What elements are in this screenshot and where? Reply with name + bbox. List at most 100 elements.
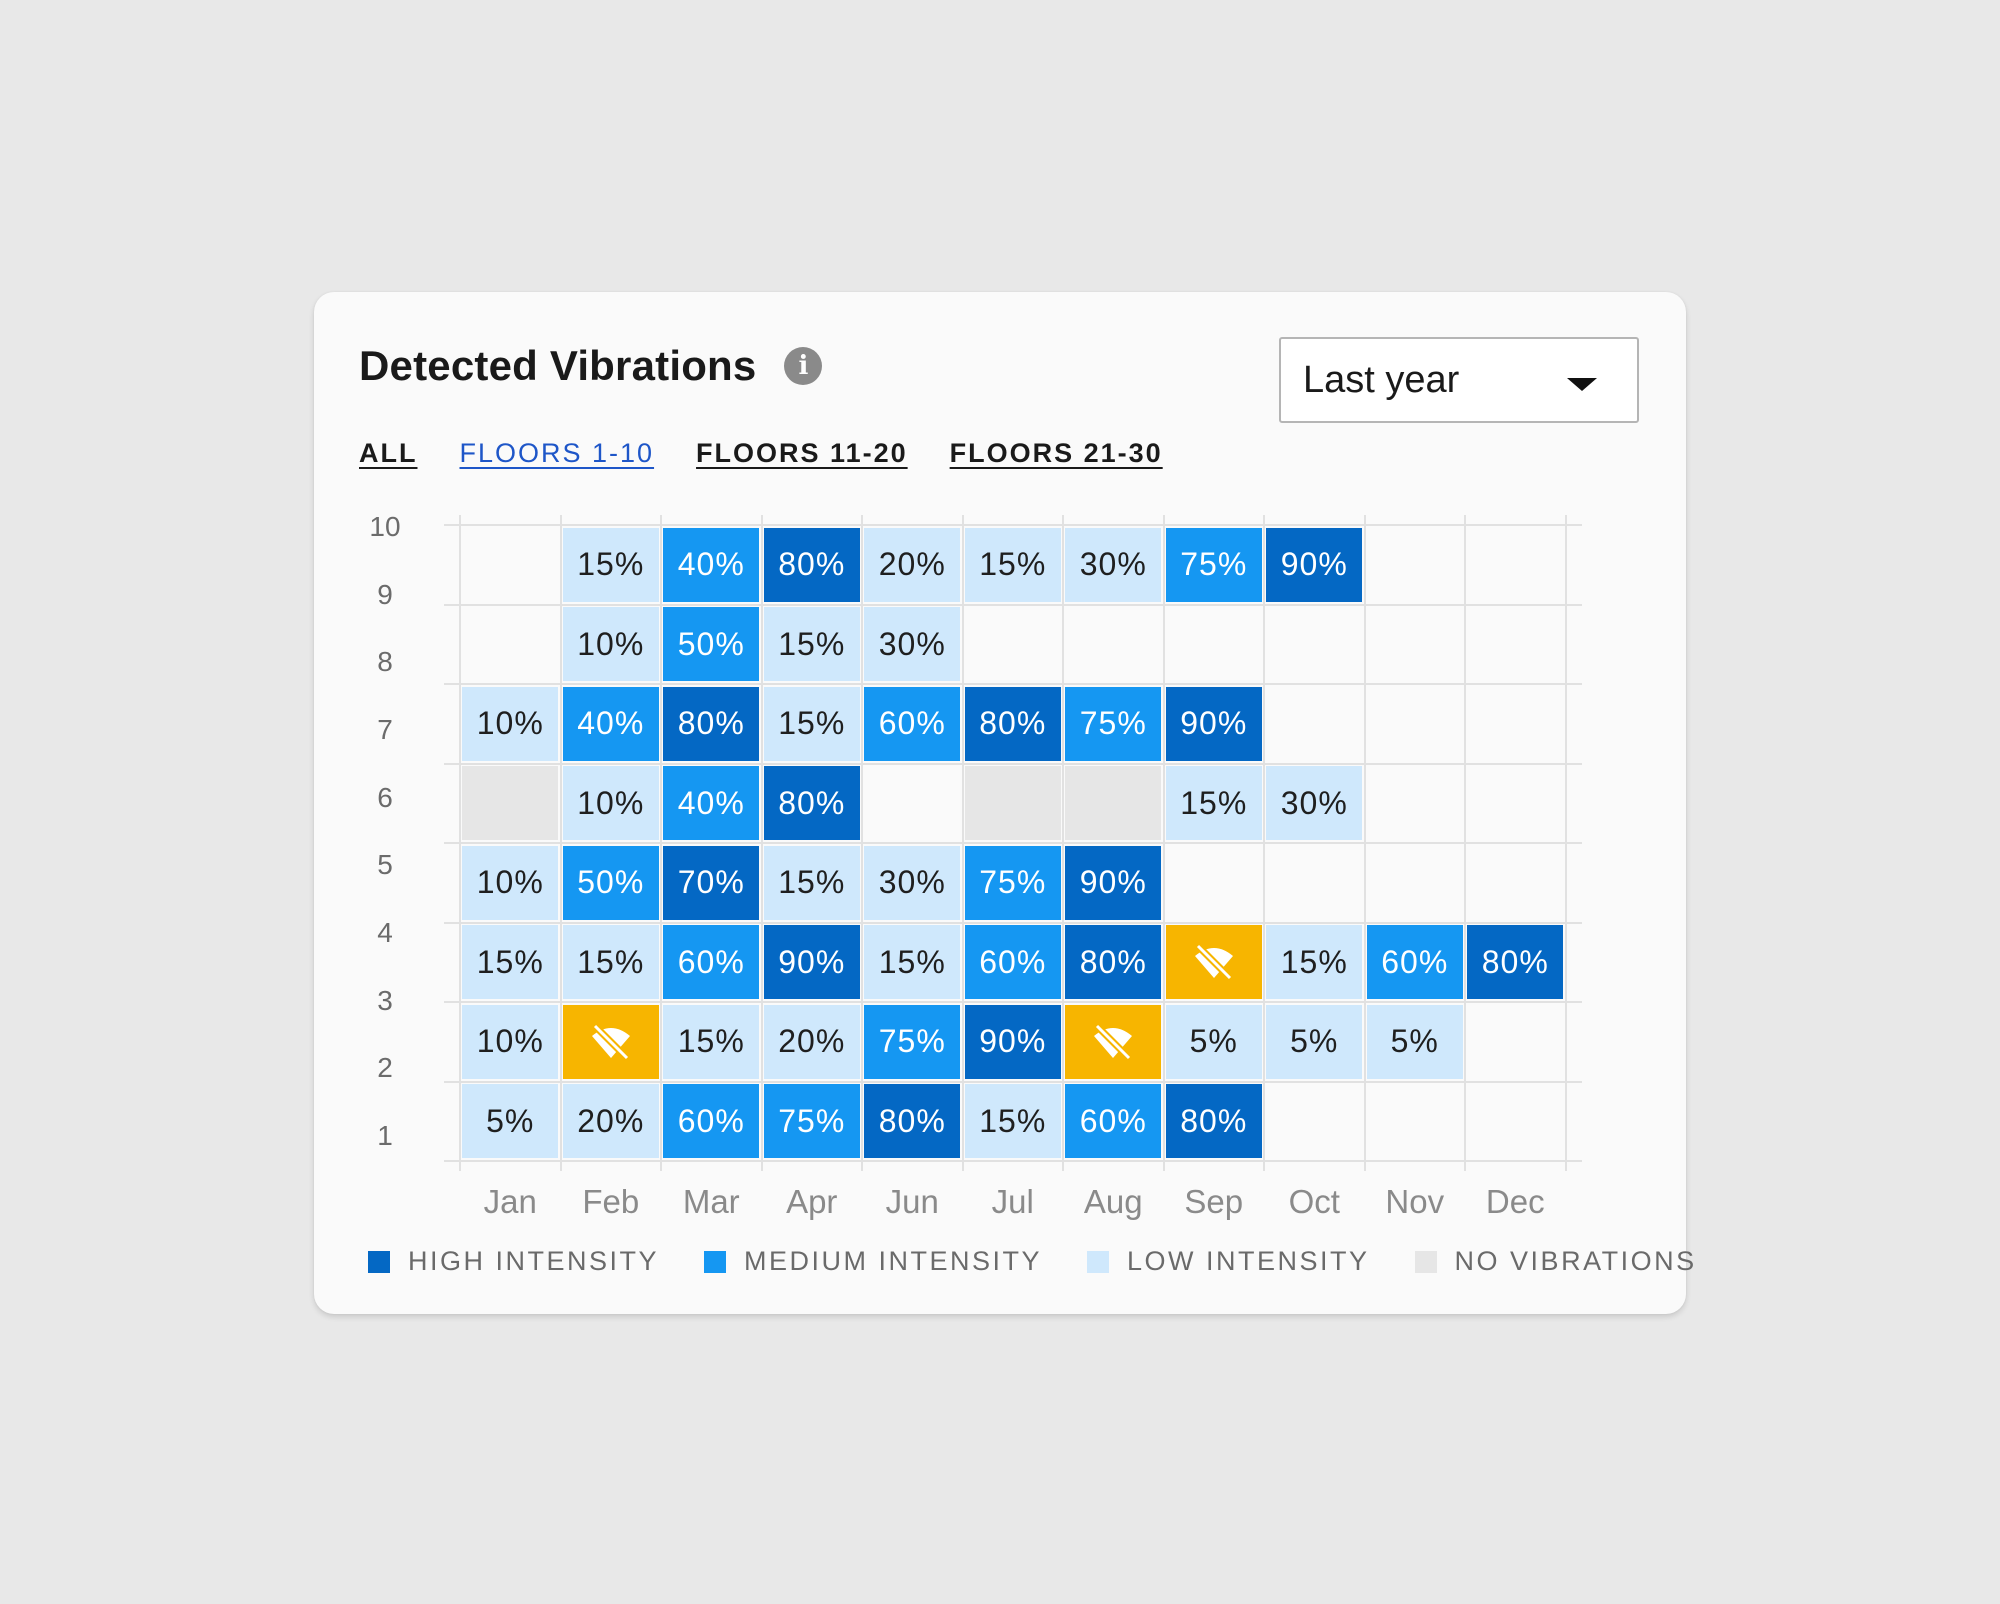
heatmap-cell[interactable]: 80%	[1065, 925, 1162, 1000]
heatmap-cell[interactable]: 90%	[1266, 527, 1363, 602]
cell-value: 90%	[979, 1023, 1047, 1060]
heatmap-cell[interactable]: 15%	[1266, 925, 1363, 1000]
heatmap-cell[interactable]: 10%	[562, 766, 659, 841]
heatmap-cell[interactable]: 20%	[562, 1084, 659, 1159]
heatmap-cell[interactable]: 90%	[763, 925, 860, 1000]
heatmap-cell[interactable]: 20%	[864, 527, 961, 602]
x-tick-label: Jul	[991, 1183, 1034, 1220]
heatmap-cell[interactable]: 70%	[663, 845, 760, 920]
heatmap-cell[interactable]: 10%	[462, 845, 559, 920]
heatmap-cell[interactable]	[1065, 766, 1162, 841]
heatmap-cell[interactable]: 90%	[1065, 845, 1162, 920]
tab-all[interactable]: ALL	[359, 438, 418, 468]
y-tick-label: 5	[377, 849, 393, 881]
heatmap-cell[interactable]: 80%	[763, 766, 860, 841]
tab-floors-11-20[interactable]: FLOORS 11-20	[696, 438, 908, 468]
heatmap-cell[interactable]: 30%	[864, 845, 961, 920]
legend-label: MEDIUM INTENSITY	[744, 1246, 1043, 1276]
heatmap-cell[interactable]: 15%	[763, 686, 860, 761]
heatmap-cell[interactable]: 15%	[964, 1084, 1061, 1159]
cell-value: 10%	[476, 1023, 544, 1060]
heatmap-cell[interactable]: 75%	[864, 1004, 961, 1079]
heatmap-cell[interactable]: 30%	[1266, 766, 1363, 841]
heatmap-cell[interactable]: 15%	[1165, 766, 1262, 841]
cell-value: 15%	[1180, 784, 1248, 821]
heatmap-cell[interactable]: 60%	[663, 925, 760, 1000]
heatmap-cell[interactable]: 15%	[964, 527, 1061, 602]
wifi-off-icon	[1091, 1022, 1135, 1062]
heatmap-cell[interactable]: 50%	[562, 845, 659, 920]
heatmap-cell[interactable]: 5%	[1266, 1004, 1363, 1079]
heatmap-cell[interactable]: 60%	[663, 1084, 760, 1159]
grid-line-horizontal	[444, 1160, 1582, 1162]
heatmap-cell[interactable]: 15%	[763, 845, 860, 920]
heatmap-cell[interactable]: 15%	[462, 925, 559, 1000]
cell-value: 60%	[677, 943, 745, 980]
offline-cell[interactable]	[562, 1004, 659, 1079]
heatmap-cell[interactable]: 5%	[462, 1084, 559, 1159]
heatmap-cell[interactable]: 75%	[1165, 527, 1262, 602]
cell-value: 15%	[476, 943, 544, 980]
heatmap-cell[interactable]: 10%	[462, 1004, 559, 1079]
heatmap-cell[interactable]: 75%	[763, 1084, 860, 1159]
y-tick-label: 2	[377, 1052, 393, 1084]
heatmap-cell[interactable]: 10%	[562, 607, 659, 682]
heatmap-cell[interactable]: 60%	[1366, 925, 1463, 1000]
grid-line-horizontal	[444, 683, 1582, 685]
heatmap-cell[interactable]: 80%	[1165, 1084, 1262, 1159]
heatmap-cell[interactable]: 60%	[1065, 1084, 1162, 1159]
heatmap-cell[interactable]: 60%	[964, 925, 1061, 1000]
heatmap-cell[interactable]: 30%	[864, 607, 961, 682]
cell-value: 40%	[677, 546, 745, 583]
legend: HIGH INTENSITY MEDIUM INTENSITY LOW INTE…	[368, 1246, 1742, 1277]
card-header: Detected Vibrations i	[359, 342, 823, 390]
grid-line-horizontal	[444, 524, 1582, 526]
offline-cell[interactable]	[1165, 925, 1262, 1000]
tab-floors-1-10[interactable]: FLOORS 1-10	[459, 438, 655, 468]
cell-value: 75%	[979, 864, 1047, 901]
heatmap-cell[interactable]: 80%	[663, 686, 760, 761]
grid-line-horizontal	[444, 921, 1582, 924]
heatmap-cell[interactable]: 80%	[964, 686, 1061, 761]
heatmap-cell[interactable]: 90%	[964, 1004, 1061, 1079]
cell-value: 15%	[979, 1102, 1047, 1139]
heatmap-cell[interactable]: 90%	[1165, 686, 1262, 761]
heatmap-cell[interactable]: 80%	[1467, 925, 1564, 1000]
cell-value: 20%	[778, 1023, 846, 1060]
heatmap-cell[interactable]: 20%	[763, 1004, 860, 1079]
heatmap-cell[interactable]: 40%	[663, 766, 760, 841]
heatmap-cell[interactable]: 15%	[864, 925, 961, 1000]
heatmap-cell[interactable]	[964, 766, 1061, 841]
heatmap-cell[interactable]: 15%	[562, 925, 659, 1000]
tab-floors-21-30[interactable]: FLOORS 21-30	[949, 438, 1163, 468]
heatmap-cell[interactable]: 50%	[663, 607, 760, 682]
heatmap-cell[interactable]: 5%	[1165, 1004, 1262, 1079]
heatmap-cell[interactable]: 15%	[562, 527, 659, 602]
legend-swatch-none	[1414, 1250, 1437, 1273]
cell-value: 20%	[878, 546, 946, 583]
heatmap-cell[interactable]: 40%	[562, 686, 659, 761]
heatmap-cell[interactable]	[462, 766, 559, 841]
period-select[interactable]: Last year	[1279, 337, 1639, 423]
heatmap-cell[interactable]: 30%	[1065, 527, 1162, 602]
legend-item-medium: MEDIUM INTENSITY	[704, 1246, 1042, 1277]
heatmap-cell[interactable]: 80%	[864, 1084, 961, 1159]
cell-value: 30%	[1280, 784, 1348, 821]
cell-value: 90%	[1079, 864, 1147, 901]
info-icon[interactable]: i	[784, 347, 823, 385]
cell-value: 10%	[476, 705, 544, 742]
heatmap-cell[interactable]: 80%	[763, 527, 860, 602]
heatmap-cell[interactable]: 75%	[964, 845, 1061, 920]
heatmap-cell[interactable]: 75%	[1065, 686, 1162, 761]
cell-value: 50%	[577, 864, 645, 901]
offline-cell[interactable]	[1065, 1004, 1162, 1079]
heatmap-cell[interactable]: 10%	[462, 686, 559, 761]
heatmap-cell[interactable]: 40%	[663, 527, 760, 602]
heatmap-cell[interactable]: 60%	[864, 686, 961, 761]
x-tick-label: Aug	[1083, 1183, 1143, 1220]
x-tick-label: Jan	[483, 1183, 537, 1220]
heatmap-cell[interactable]: 15%	[763, 607, 860, 682]
heatmap-cell[interactable]: 5%	[1366, 1004, 1463, 1079]
cell-value: 75%	[1079, 705, 1147, 742]
heatmap-cell[interactable]: 15%	[663, 1004, 760, 1079]
